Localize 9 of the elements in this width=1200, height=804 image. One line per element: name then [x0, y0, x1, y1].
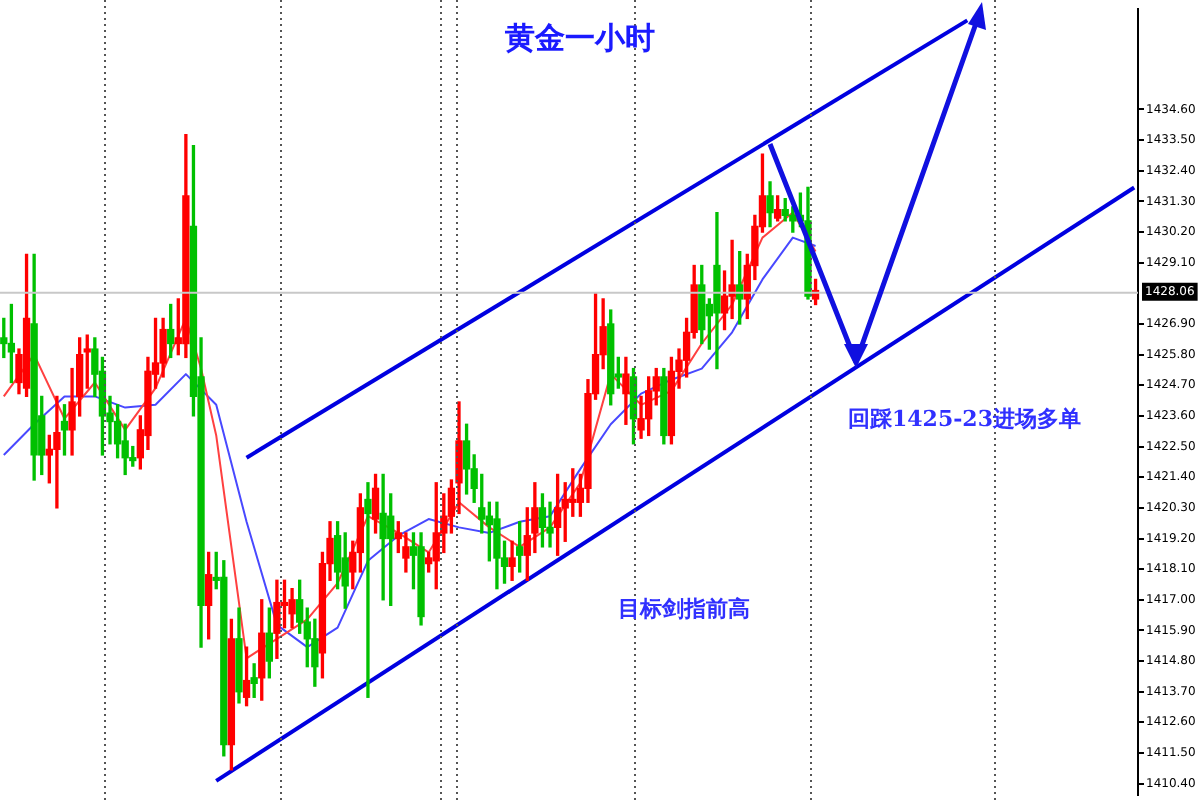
candlestick	[250, 663, 258, 698]
candlestick	[364, 482, 372, 698]
candlestick	[546, 501, 554, 548]
candlestick	[53, 395, 61, 509]
annotation: 目标剑指前高	[618, 594, 750, 624]
candlestick	[508, 540, 516, 581]
candlestick	[379, 473, 387, 601]
annotation: 回踩1425-23进场多单	[848, 404, 1081, 434]
text: 黄金一小时	[503, 20, 657, 58]
